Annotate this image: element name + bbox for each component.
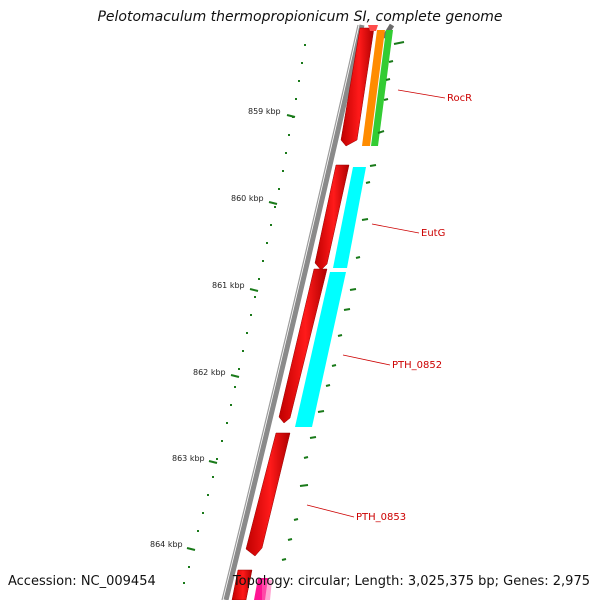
gene-label-eutg[interactable]: EutG [421,228,445,239]
map-title: Pelotomaculum thermopropionicum SI, comp… [97,9,503,25]
scale-tick-862 [230,374,240,378]
topology-text: Topology: circular; Length: 3,025,375 bp… [232,574,590,589]
scale-tick-864 [186,547,196,551]
cds-eutg[interactable] [314,164,350,271]
gc-track-inner [183,44,306,584]
cds-pth-0853[interactable] [245,432,291,557]
cog-cyan-pth-0852[interactable] [295,272,346,427]
genome-backbone-inner [221,24,359,600]
scale-label-863: 863 kbp [172,454,205,463]
gene-label-rocr[interactable]: RocR [447,93,472,104]
leader-rocr [397,89,446,99]
gene-leaders [306,89,446,518]
gene-label-pth-0852[interactable]: PTH_0852 [392,360,442,371]
scale-label-861: 861 kbp [212,281,245,290]
scale-label-862: 862 kbp [193,368,226,377]
cog-cyan-eutg[interactable] [333,167,366,268]
cds-top-partial [368,25,378,31]
cog-green-rocr[interactable] [371,30,393,146]
scale-label-864: 864 kbp [150,540,183,549]
cog-track [254,30,393,600]
scale-label-860: 860 kbp [231,194,264,203]
scale-label-859: 859 kbp [248,107,281,116]
scale-tick-863 [208,460,218,464]
cog-orange-rocr[interactable] [362,30,385,146]
genome-backbone-outer [223,24,365,600]
scale-tick-859 [286,114,296,118]
cds-next[interactable] [231,569,253,600]
leader-pth-0852 [342,354,391,366]
accession-text: Accession: NC_009454 [8,574,156,589]
leader-eutg [371,223,420,234]
scale-ticks [186,114,296,551]
gene-label-pth-0853[interactable]: PTH_0853 [356,512,406,523]
gc-track-outer [281,41,405,561]
leader-pth-0853 [306,504,355,518]
scale-tick-861 [249,288,259,292]
cds-pth-0852[interactable] [278,268,328,424]
scale-tick-860 [268,201,278,205]
forward-cds-group [231,25,378,600]
cog-pink-light [262,580,272,600]
